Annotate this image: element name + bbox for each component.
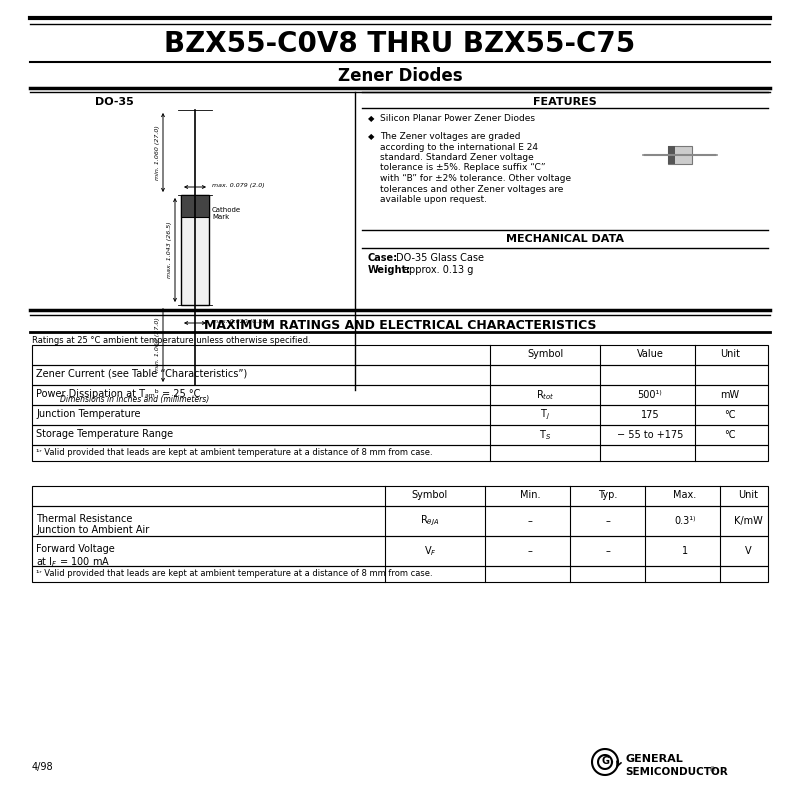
Text: Min.: Min. [520,490,540,500]
Text: V: V [745,546,751,556]
Text: Forward Voltage: Forward Voltage [36,544,114,554]
Bar [181,195,209,305]
Bar [32,566,768,582]
Text: Thermal Resistance: Thermal Resistance [36,514,132,524]
Text: Symbol: Symbol [412,490,448,500]
Text: Junction Temperature: Junction Temperature [36,409,141,419]
Text: ®: ® [709,767,716,773]
Text: DO-35 Glass Case: DO-35 Glass Case [396,253,484,263]
Text: available upon request.: available upon request. [380,195,487,204]
Text: Value: Value [637,349,663,359]
Text: ¹ʳ Valid provided that leads are kept at ambient temperature at a distance of 8 : ¹ʳ Valid provided that leads are kept at… [36,448,433,457]
Text: Junction to Ambient Air: Junction to Ambient Air [36,525,150,535]
Text: ◆: ◆ [368,132,374,141]
Text: Silicon Planar Power Zener Diodes: Silicon Planar Power Zener Diodes [380,114,535,123]
Text: − 55 to +175: − 55 to +175 [617,430,683,440]
Text: Storage Temperature Range: Storage Temperature Range [36,429,173,439]
Text: min. 1.060 (27.0): min. 1.060 (27.0) [155,125,160,180]
Text: °C: °C [724,430,736,440]
Text: SEMICONDUCTOR: SEMICONDUCTOR [625,767,728,777]
Text: R$_{tot}$: R$_{tot}$ [536,388,554,402]
Text: max. 0.020 (0.52): max. 0.020 (0.52) [212,319,269,324]
Text: Unit: Unit [720,349,740,359]
Bar [668,146,675,164]
Bar [32,536,768,566]
Text: tolerance is ±5%. Replace suffix “C”: tolerance is ±5%. Replace suffix “C” [380,163,546,173]
Text: with “B” for ±2% tolerance. Other voltage: with “B” for ±2% tolerance. Other voltag… [380,174,571,183]
Text: Power Dissipation at Tₐₘᵇ = 25 °C: Power Dissipation at Tₐₘᵇ = 25 °C [36,389,200,399]
Text: tolerances and other Zener voltages are: tolerances and other Zener voltages are [380,185,563,194]
Text: 175: 175 [641,410,659,420]
Text: FEATURES: FEATURES [533,97,597,107]
Text: V$_F$: V$_F$ [424,544,436,558]
Bar [32,506,768,536]
Text: Typ.: Typ. [598,490,618,500]
Bar [32,486,768,506]
Bar [181,195,209,217]
Text: 0.3¹⁾: 0.3¹⁾ [674,516,696,526]
Text: –: – [606,546,610,556]
Text: Unit: Unit [738,490,758,500]
Text: Mark: Mark [212,214,230,220]
Text: 500¹⁾: 500¹⁾ [638,390,662,400]
Text: °C: °C [724,410,736,420]
Bar [32,445,768,461]
Text: Case:: Case: [368,253,398,263]
Text: T$_{j}$: T$_{j}$ [540,408,550,422]
Text: ◆: ◆ [368,114,374,123]
Text: Symbol: Symbol [527,349,563,359]
Text: –: – [606,516,610,526]
Text: Cathode: Cathode [212,207,241,213]
Text: Ratings at 25 °C ambient temperature unless otherwise specified.: Ratings at 25 °C ambient temperature unl… [32,336,310,345]
Text: MECHANICAL DATA: MECHANICAL DATA [506,234,624,244]
Text: 4/98: 4/98 [32,762,54,772]
Text: K/mW: K/mW [734,516,762,526]
Text: according to the international E 24: according to the international E 24 [380,142,538,151]
Text: T$_{S}$: T$_{S}$ [539,428,551,442]
Text: –: – [527,516,533,526]
Text: min. 1.060 (27.0): min. 1.060 (27.0) [155,318,160,373]
Text: max. 0.079 (2.0): max. 0.079 (2.0) [212,183,265,188]
Text: MAXIMUM RATINGS AND ELECTRICAL CHARACTERISTICS: MAXIMUM RATINGS AND ELECTRICAL CHARACTER… [204,319,596,332]
Text: BZX55-C0V8 THRU BZX55-C75: BZX55-C0V8 THRU BZX55-C75 [164,30,636,58]
Text: mW: mW [721,390,739,400]
Text: R$_{\theta JA}$: R$_{\theta JA}$ [420,514,440,528]
Text: Zener Diodes: Zener Diodes [338,67,462,85]
Text: Max.: Max. [674,490,697,500]
Text: G: G [601,756,609,766]
Text: ¹ʳ Valid provided that leads are kept at ambient temperature at a distance of 8 : ¹ʳ Valid provided that leads are kept at… [36,569,433,578]
Text: Weight:: Weight: [368,265,411,275]
Bar [32,425,768,445]
Text: The Zener voltages are graded: The Zener voltages are graded [380,132,521,141]
Text: standard. Standard Zener voltage: standard. Standard Zener voltage [380,153,534,162]
Text: Zener Current (see Table “Characteristics”): Zener Current (see Table “Characteristic… [36,369,247,379]
Text: GENERAL: GENERAL [625,754,682,764]
Text: 1: 1 [682,546,688,556]
Bar [668,146,692,164]
Bar [32,345,768,365]
Text: Dimensions in inches and (millimeters): Dimensions in inches and (millimeters) [60,395,210,404]
Text: DO-35: DO-35 [95,97,134,107]
Bar [32,405,768,425]
Bar [32,365,768,385]
Text: –: – [527,546,533,556]
Text: approx. 0.13 g: approx. 0.13 g [403,265,474,275]
Text: max. 1.043 (26.5): max. 1.043 (26.5) [167,222,172,278]
Bar [32,385,768,405]
Text: at I$_F$ = 100 mA: at I$_F$ = 100 mA [36,555,110,569]
